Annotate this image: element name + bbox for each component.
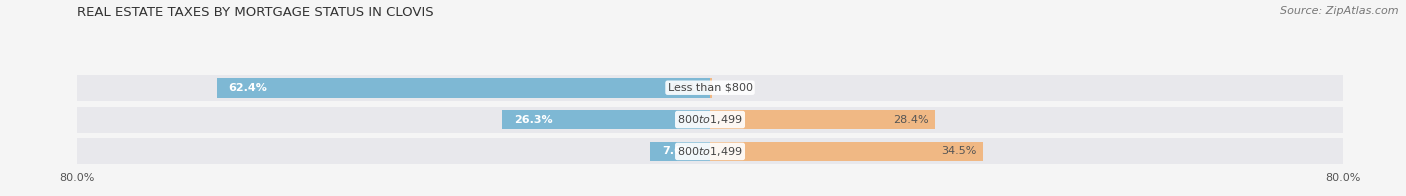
Bar: [710, 142, 983, 161]
Bar: [710, 110, 935, 129]
Text: Less than $800: Less than $800: [668, 83, 752, 93]
Text: 62.4%: 62.4%: [228, 83, 267, 93]
Text: 34.5%: 34.5%: [941, 146, 977, 156]
Bar: [77, 138, 1343, 164]
Text: 28.4%: 28.4%: [893, 114, 928, 125]
Text: Source: ZipAtlas.com: Source: ZipAtlas.com: [1281, 6, 1399, 16]
Text: $800 to $1,499: $800 to $1,499: [678, 113, 742, 126]
Bar: [77, 106, 1343, 133]
Bar: [502, 110, 710, 129]
Bar: [650, 142, 710, 161]
Bar: [217, 78, 710, 98]
Text: REAL ESTATE TAXES BY MORTGAGE STATUS IN CLOVIS: REAL ESTATE TAXES BY MORTGAGE STATUS IN …: [77, 6, 434, 19]
Text: 26.3%: 26.3%: [515, 114, 553, 125]
Text: 0.31%: 0.31%: [671, 83, 706, 93]
Bar: [710, 78, 713, 98]
Text: $800 to $1,499: $800 to $1,499: [678, 145, 742, 158]
Text: 7.6%: 7.6%: [662, 146, 693, 156]
Bar: [77, 75, 1343, 101]
